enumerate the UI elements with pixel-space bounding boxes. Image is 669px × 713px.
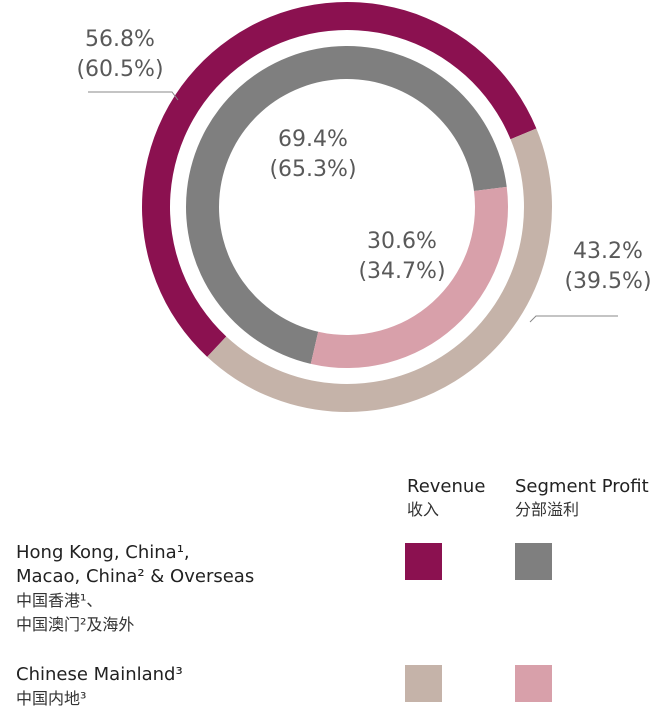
legend-label: Segment Profit [515,476,649,497]
legend-label: Revenue [407,476,486,497]
category-label-zh: 中国香港¹、 中国澳门²及海外 [16,591,135,634]
donut-slice [310,186,508,368]
donut-slice [207,128,552,412]
prior-value-label: (34.7%) [358,259,445,284]
category-label-zh: 中国内地³ [16,689,87,708]
value-label: 56.8% [85,27,155,52]
category-label: Chinese Mainland³ [16,664,183,685]
prior-value-label: (60.5%) [76,57,163,82]
legend-swatch [515,543,552,580]
prior-value-label: (39.5%) [564,269,651,294]
chart: 56.8% (60.5%) 43.2% (39.5%) 69.4% (65.3%) 30.6… [76,1,652,412]
donut-slice [141,1,537,357]
legend-label-zh: 分部溢利 [515,500,580,519]
value-label: 69.4% [278,127,348,152]
prior-value-label: (65.3%) [269,157,356,182]
legend-label-zh: 收入 [407,500,440,519]
legend-swatch [405,543,442,580]
legend-swatch [515,665,552,702]
leader-line [529,315,618,323]
value-label: 43.2% [573,239,643,264]
legend-swatch [405,665,442,702]
leader-line [88,91,179,101]
category-label: Hong Kong, China¹, Macao, China² & Overs… [16,542,255,587]
value-label: 30.6% [367,229,437,254]
